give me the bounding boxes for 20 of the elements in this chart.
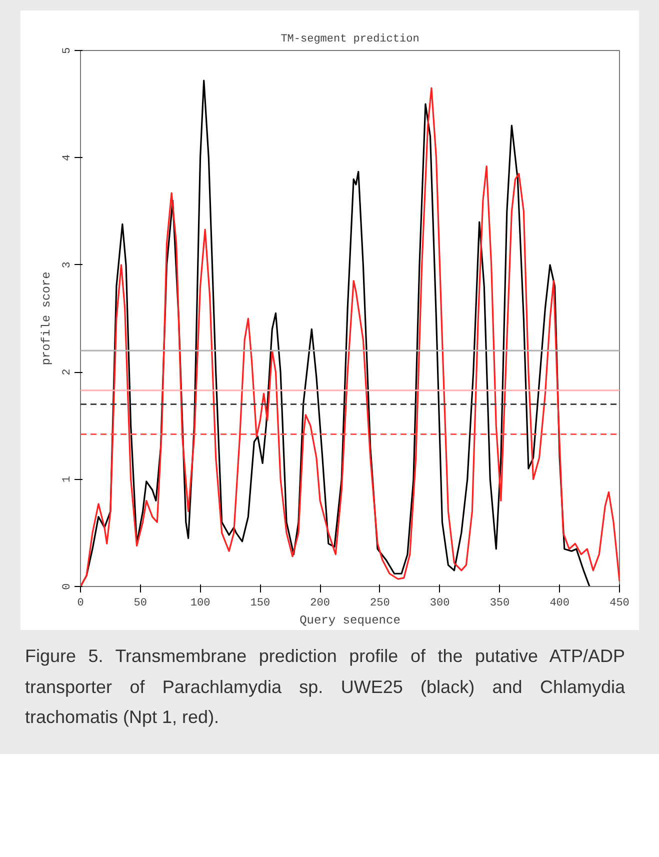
x-tick-label: 450: [610, 598, 630, 610]
x-tick-label: 300: [430, 598, 450, 610]
y-tick-label: 2: [62, 368, 74, 376]
x-tick-label: 400: [550, 598, 570, 610]
y-axis-title: profile score: [40, 272, 54, 366]
x-tick-label: 200: [310, 598, 330, 610]
x-tick-label: 0: [77, 598, 84, 610]
x-tick-label: 250: [370, 598, 390, 610]
chart-title: TM-segment prediction: [280, 34, 420, 46]
x-tick-label: 350: [490, 598, 510, 610]
caption: Figure 5. Transmembrane prediction profile of the putative ATP/ADP transporter of Parachlamydia sp. UWE25 (black) and Chlamydia trachomatis (Npt 1, red).: [25, 645, 625, 730]
y-tick-label: 1: [62, 476, 74, 483]
x-tick-label: 50: [134, 598, 147, 610]
x-tick-label: 150: [250, 598, 270, 610]
x-axis-title: Query sequence: [300, 614, 400, 628]
y-tick-label: 0: [62, 583, 74, 590]
y-tick-label: 3: [62, 262, 74, 268]
y-tick-label: 5: [62, 47, 74, 54]
x-tick-label: 100: [190, 598, 210, 610]
y-tick-label: 4: [62, 154, 74, 161]
